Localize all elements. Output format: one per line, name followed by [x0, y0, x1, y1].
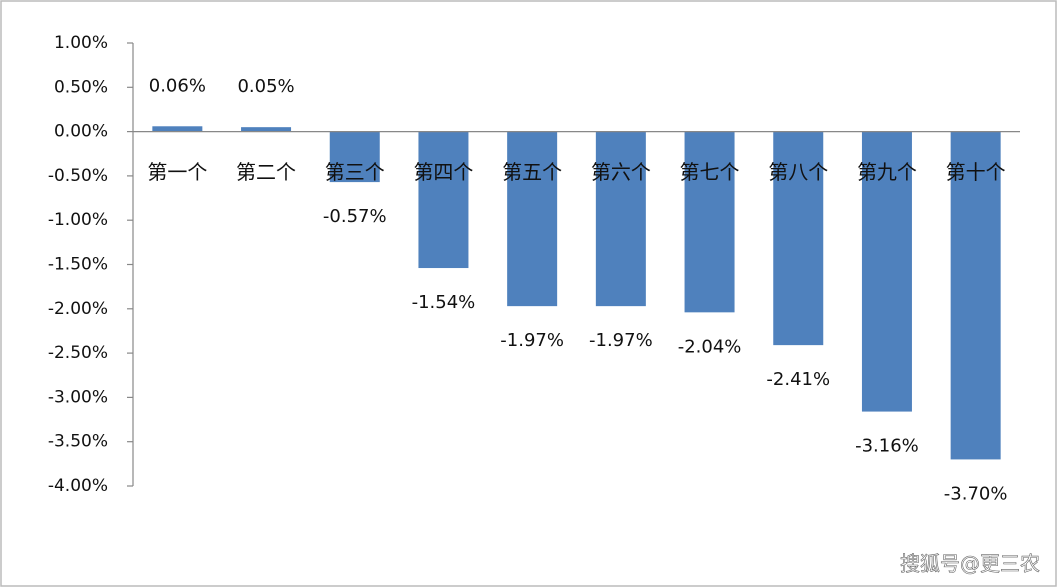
y-tick-label: 0.00% — [54, 122, 108, 142]
x-tick-label: 第六个 — [591, 160, 651, 184]
value-label: 0.05% — [237, 76, 294, 97]
bar — [507, 131, 558, 307]
value-label: -1.54% — [412, 292, 476, 313]
watermark: 搜狐号@更三农 — [900, 552, 1040, 576]
y-tick-label: -2.50% — [48, 343, 108, 363]
y-tick-label: -1.00% — [48, 210, 108, 230]
y-tick-label: -4.00% — [48, 476, 108, 496]
bar — [773, 131, 824, 346]
y-tick-label: -2.00% — [48, 299, 108, 319]
value-label: -0.57% — [323, 206, 387, 227]
value-label: -3.70% — [944, 483, 1008, 504]
bar — [684, 131, 735, 313]
x-tick-label: 第二个 — [236, 160, 296, 184]
x-tick-label: 第一个 — [147, 160, 207, 184]
x-tick-label: 第三个 — [325, 160, 385, 184]
x-tick-label: 第九个 — [857, 160, 917, 184]
x-tick-label: 第四个 — [413, 160, 473, 184]
value-label: 0.06% — [149, 75, 206, 96]
value-label: -1.97% — [589, 330, 653, 351]
bar — [861, 131, 912, 412]
bar — [152, 126, 203, 132]
y-tick-label: 0.50% — [54, 77, 108, 97]
y-tick-label: 1.00% — [54, 33, 108, 53]
bar — [241, 127, 292, 132]
y-tick-label: -3.00% — [48, 387, 108, 407]
y-tick-label: -3.50% — [48, 432, 108, 452]
x-tick-label: 第十个 — [946, 160, 1006, 184]
y-tick-label: -0.50% — [48, 166, 108, 186]
value-label: -2.41% — [766, 369, 830, 390]
bar — [418, 131, 469, 269]
value-label: -3.16% — [855, 436, 919, 457]
x-tick-label: 第七个 — [680, 160, 740, 184]
bar — [329, 131, 380, 183]
x-tick-label: 第五个 — [502, 160, 562, 184]
y-tick-label: -1.50% — [48, 255, 108, 275]
x-tick-label: 第八个 — [768, 160, 828, 184]
value-label: -1.97% — [500, 330, 564, 351]
bar — [950, 131, 1001, 460]
bar — [595, 131, 646, 307]
value-label: -2.04% — [678, 336, 742, 357]
